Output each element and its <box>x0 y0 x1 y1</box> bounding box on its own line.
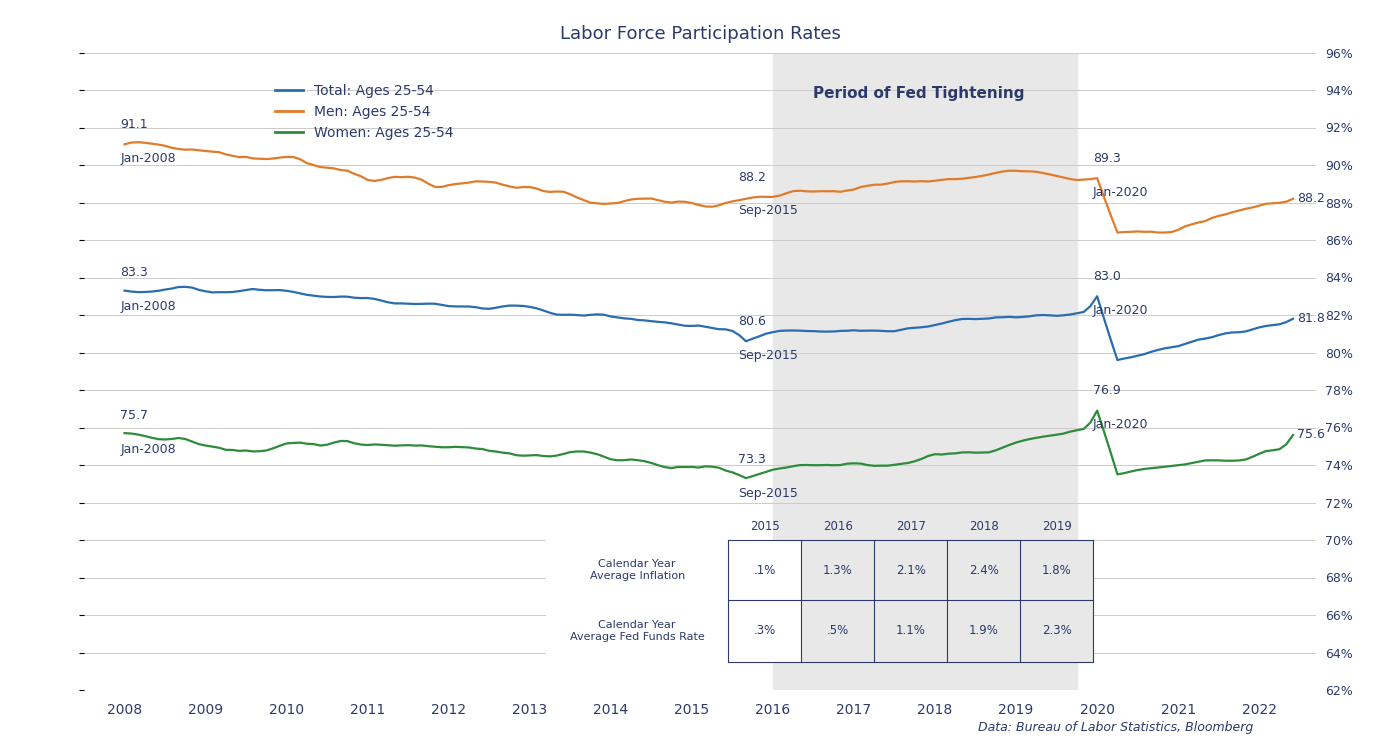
Text: Jan-2020: Jan-2020 <box>1093 186 1148 199</box>
Text: Sep-2015: Sep-2015 <box>738 487 798 500</box>
Text: Sep-2015: Sep-2015 <box>738 205 798 218</box>
Text: 2015: 2015 <box>750 520 780 532</box>
Text: 2.4%: 2.4% <box>969 563 998 577</box>
Text: .5%: .5% <box>826 625 848 638</box>
Text: .3%: .3% <box>753 625 776 638</box>
Text: 73.3: 73.3 <box>738 453 766 466</box>
Text: 1.3%: 1.3% <box>823 563 853 577</box>
Text: 2.1%: 2.1% <box>896 563 925 577</box>
Text: .1%: .1% <box>753 563 776 577</box>
Text: 80.6: 80.6 <box>738 315 766 328</box>
Bar <box>773 53 1077 690</box>
Bar <box>728 540 801 662</box>
Legend: Total: Ages 25-54, Men: Ages 25-54, Women: Ages 25-54: Total: Ages 25-54, Men: Ages 25-54, Wome… <box>270 79 459 146</box>
Title: Labor Force Participation Rates: Labor Force Participation Rates <box>560 25 840 43</box>
Text: Jan-2008: Jan-2008 <box>120 152 176 165</box>
Text: 75.6: 75.6 <box>1296 428 1324 442</box>
Text: Jan-2008: Jan-2008 <box>120 442 176 455</box>
Text: 91.1: 91.1 <box>120 118 148 131</box>
Text: 88.2: 88.2 <box>1296 192 1324 206</box>
Text: 1.1%: 1.1% <box>896 625 925 638</box>
Text: 2019: 2019 <box>1042 520 1071 532</box>
Text: 2016: 2016 <box>823 520 853 532</box>
Text: Jan-2020: Jan-2020 <box>1093 419 1148 431</box>
Bar <box>874 540 948 662</box>
Text: Period of Fed Tightening: Period of Fed Tightening <box>813 86 1025 101</box>
Text: 2.3%: 2.3% <box>1042 625 1071 638</box>
Text: 88.2: 88.2 <box>738 171 766 184</box>
Text: 76.9: 76.9 <box>1093 385 1121 398</box>
Text: Jan-2020: Jan-2020 <box>1093 304 1148 316</box>
Text: Calendar Year
Average Inflation: Calendar Year Average Inflation <box>589 560 685 580</box>
Text: 2017: 2017 <box>896 520 925 532</box>
Text: 83.3: 83.3 <box>120 266 148 280</box>
Text: Data: Bureau of Labor Statistics, Bloomberg: Data: Bureau of Labor Statistics, Bloomb… <box>977 722 1253 734</box>
Text: Sep-2015: Sep-2015 <box>738 349 798 361</box>
Text: 2018: 2018 <box>969 520 998 532</box>
Text: 1.9%: 1.9% <box>969 625 998 638</box>
Bar <box>801 540 874 662</box>
Bar <box>948 540 1021 662</box>
Text: 75.7: 75.7 <box>120 409 148 422</box>
Bar <box>1021 540 1093 662</box>
Text: 1.8%: 1.8% <box>1042 563 1071 577</box>
Text: 83.0: 83.0 <box>1093 270 1121 284</box>
Bar <box>546 540 728 662</box>
Text: 81.8: 81.8 <box>1296 312 1324 326</box>
Text: Calendar Year
Average Fed Funds Rate: Calendar Year Average Fed Funds Rate <box>570 620 704 642</box>
Text: 89.3: 89.3 <box>1093 152 1121 165</box>
Text: Jan-2008: Jan-2008 <box>120 300 176 313</box>
